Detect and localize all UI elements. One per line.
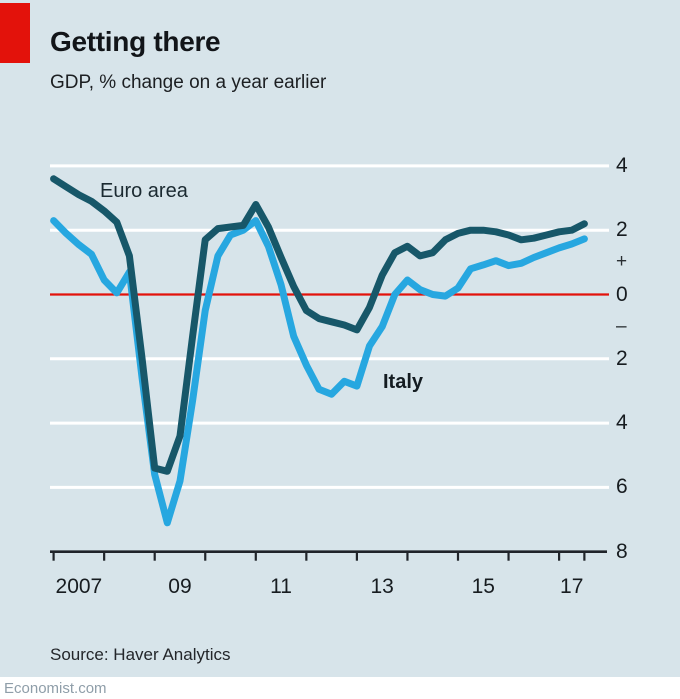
chart-panel-background: [0, 0, 680, 677]
footer-strip: [0, 677, 680, 699]
chart-title: Getting there: [50, 26, 221, 57]
x-axis-label: 17: [560, 575, 584, 598]
economist-red-tab: [0, 3, 30, 63]
chart-subtitle: GDP, % change on a year earlier: [50, 72, 327, 93]
y-axis-label: –: [616, 315, 627, 337]
y-axis-label: 8: [616, 539, 628, 563]
y-axis-label: 2: [616, 346, 628, 370]
x-axis-label: 13: [370, 575, 394, 598]
italy-series-label: Italy: [383, 371, 424, 393]
euro-area-series-label: Euro area: [100, 180, 188, 202]
source-note: Source: Haver Analytics: [50, 645, 231, 664]
y-axis-label: 4: [616, 153, 628, 177]
y-axis-label: 0: [616, 282, 628, 306]
x-axis-label: 11: [270, 575, 292, 598]
x-axis-label: 2007: [55, 575, 103, 598]
economist-footer-link[interactable]: Economist.com: [4, 680, 107, 697]
x-axis-label: 09: [168, 575, 192, 598]
y-axis-label: 2: [616, 218, 628, 242]
y-axis-label: 4: [616, 411, 628, 435]
y-axis-label: +: [616, 251, 628, 273]
series-line-euro-area: [50, 175, 588, 475]
y-axis-label: 6: [616, 475, 628, 499]
x-axis-label: 15: [471, 575, 495, 598]
